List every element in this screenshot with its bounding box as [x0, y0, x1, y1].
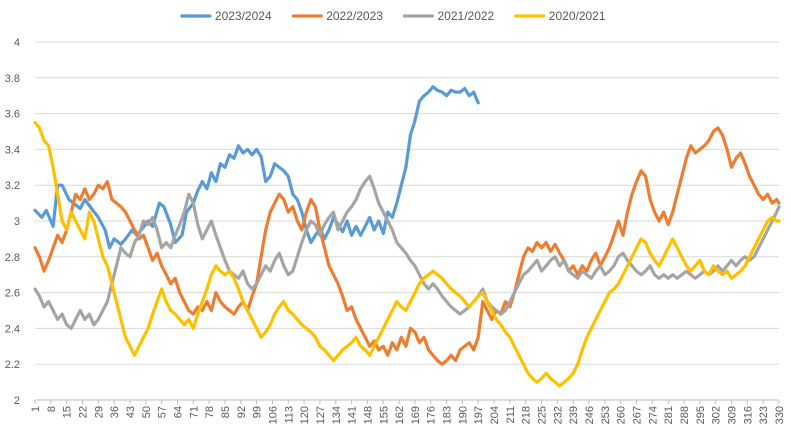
- y-tick-label: 2.6: [5, 288, 20, 300]
- x-tick-label: 246: [584, 406, 596, 424]
- x-tick-label: 57: [157, 406, 169, 418]
- series-line-2021-2022: [33, 174, 781, 330]
- legend-label: 2022/2023: [326, 9, 383, 23]
- x-tick-label: 281: [663, 406, 675, 424]
- x-tick-label: 253: [600, 406, 612, 424]
- x-tick-label: 22: [77, 406, 89, 418]
- x-tick-label: 162: [394, 406, 406, 424]
- x-tick-label: 169: [410, 406, 422, 424]
- x-tick-label: 218: [521, 406, 533, 424]
- y-tick-label: 2.2: [5, 359, 20, 371]
- x-tick-label: 15: [62, 406, 74, 418]
- x-tick-label: 330: [774, 406, 786, 424]
- x-tick-label: 64: [172, 406, 184, 418]
- x-tick-label: 211: [505, 406, 517, 424]
- x-tick-label: 225: [537, 406, 549, 424]
- x-axis: 1 8 15 22 29 36 43 50 57 64 71 78 85 92 99 106 113 120 127…: [30, 400, 786, 424]
- x-tick-label: 288: [679, 406, 691, 424]
- legend: 2023/2024 2022/2023 2021/2022 2020/2021: [180, 9, 606, 23]
- x-tick-label: 92: [236, 406, 248, 418]
- y-tick-label: 2: [14, 395, 20, 407]
- x-tick-label: 295: [695, 406, 707, 424]
- series-line-2023-2024: [33, 85, 480, 250]
- y-tick-label: 2.4: [5, 323, 20, 335]
- x-tick-label: 106: [267, 406, 279, 424]
- x-tick-label: 85: [220, 406, 232, 418]
- x-tick-label: 50: [141, 406, 153, 418]
- x-tick-label: 183: [442, 406, 454, 424]
- x-tick-label: 29: [93, 406, 105, 418]
- y-tick-label: 3.8: [5, 73, 20, 85]
- x-tick-label: 127: [315, 406, 327, 424]
- y-tick-label: 3.2: [5, 180, 20, 192]
- legend-label: 2020/2021: [549, 9, 606, 23]
- x-tick-label: 134: [331, 406, 343, 424]
- x-tick-label: 36: [109, 406, 121, 418]
- x-tick-label: 197: [473, 406, 485, 424]
- x-tick-label: 176: [426, 406, 438, 424]
- series-line-2022-2023: [33, 126, 781, 366]
- x-tick-label: 323: [758, 406, 770, 424]
- series-line-2020-2021: [33, 121, 781, 388]
- x-tick-label: 148: [362, 406, 374, 424]
- y-tick-label: 4: [14, 37, 20, 49]
- x-tick-label: 120: [299, 406, 311, 424]
- x-tick-label: 99: [252, 406, 264, 418]
- x-tick-label: 113: [283, 406, 295, 424]
- x-tick-label: 239: [568, 406, 580, 424]
- legend-label: 2021/2022: [438, 9, 495, 23]
- y-tick-label: 3.4: [5, 144, 20, 156]
- x-tick-label: 71: [188, 406, 200, 418]
- x-tick-label: 190: [457, 406, 469, 424]
- series-lines: [33, 85, 781, 388]
- y-tick-label: 3.6: [5, 109, 20, 121]
- x-tick-label: 43: [125, 406, 137, 418]
- x-tick-label: 232: [552, 406, 564, 424]
- x-tick-label: 316: [742, 406, 754, 424]
- x-tick-label: 204: [489, 406, 501, 424]
- x-tick-label: 1: [30, 406, 42, 412]
- y-tick-label: 2.8: [5, 252, 20, 264]
- x-tick-label: 302: [711, 406, 723, 424]
- x-tick-label: 155: [378, 406, 390, 424]
- legend-label: 2023/2024: [215, 9, 272, 23]
- x-tick-label: 141: [347, 406, 359, 424]
- y-axis: 2 2.2 2.4 2.6 2.8 3 3.2 3.4 3.6 3.8 4: [5, 37, 20, 407]
- y-tick-label: 3: [14, 216, 20, 228]
- x-tick-label: 267: [632, 406, 644, 424]
- x-tick-label: 78: [204, 406, 216, 418]
- x-tick-label: 8: [46, 406, 58, 412]
- x-tick-label: 309: [727, 406, 739, 424]
- x-tick-label: 260: [616, 406, 628, 424]
- x-tick-label: 274: [647, 406, 659, 424]
